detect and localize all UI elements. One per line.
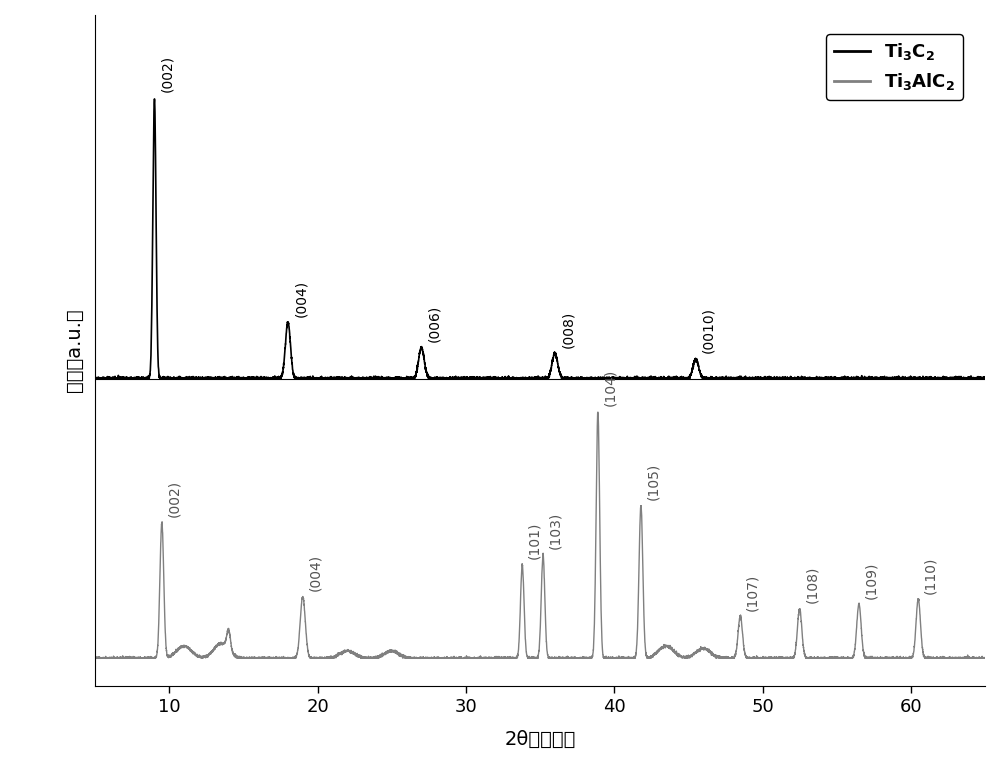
Text: (101): (101) [527,522,541,559]
Text: (107): (107) [745,574,759,611]
Text: (110): (110) [923,556,937,594]
Text: (109): (109) [864,562,878,598]
Text: (104): (104) [603,369,617,406]
Text: (002): (002) [160,55,174,92]
X-axis label: 2θ（度数）: 2θ（度数） [504,730,576,749]
Text: (006): (006) [427,305,441,342]
Text: (002): (002) [167,480,181,517]
Text: (103): (103) [548,512,562,549]
Text: (004): (004) [294,280,308,317]
Text: (0010): (0010) [702,307,716,354]
Y-axis label: 强度（a.u.）: 强度（a.u.） [65,309,84,393]
Text: (105): (105) [646,463,660,500]
Text: (004): (004) [308,554,322,591]
Legend: $\mathbf{Ti_3C_2}$, $\mathbf{Ti_3AlC_2}$: $\mathbf{Ti_3C_2}$, $\mathbf{Ti_3AlC_2}$ [826,34,963,99]
Text: (108): (108) [805,566,819,604]
Text: (008): (008) [561,310,575,348]
